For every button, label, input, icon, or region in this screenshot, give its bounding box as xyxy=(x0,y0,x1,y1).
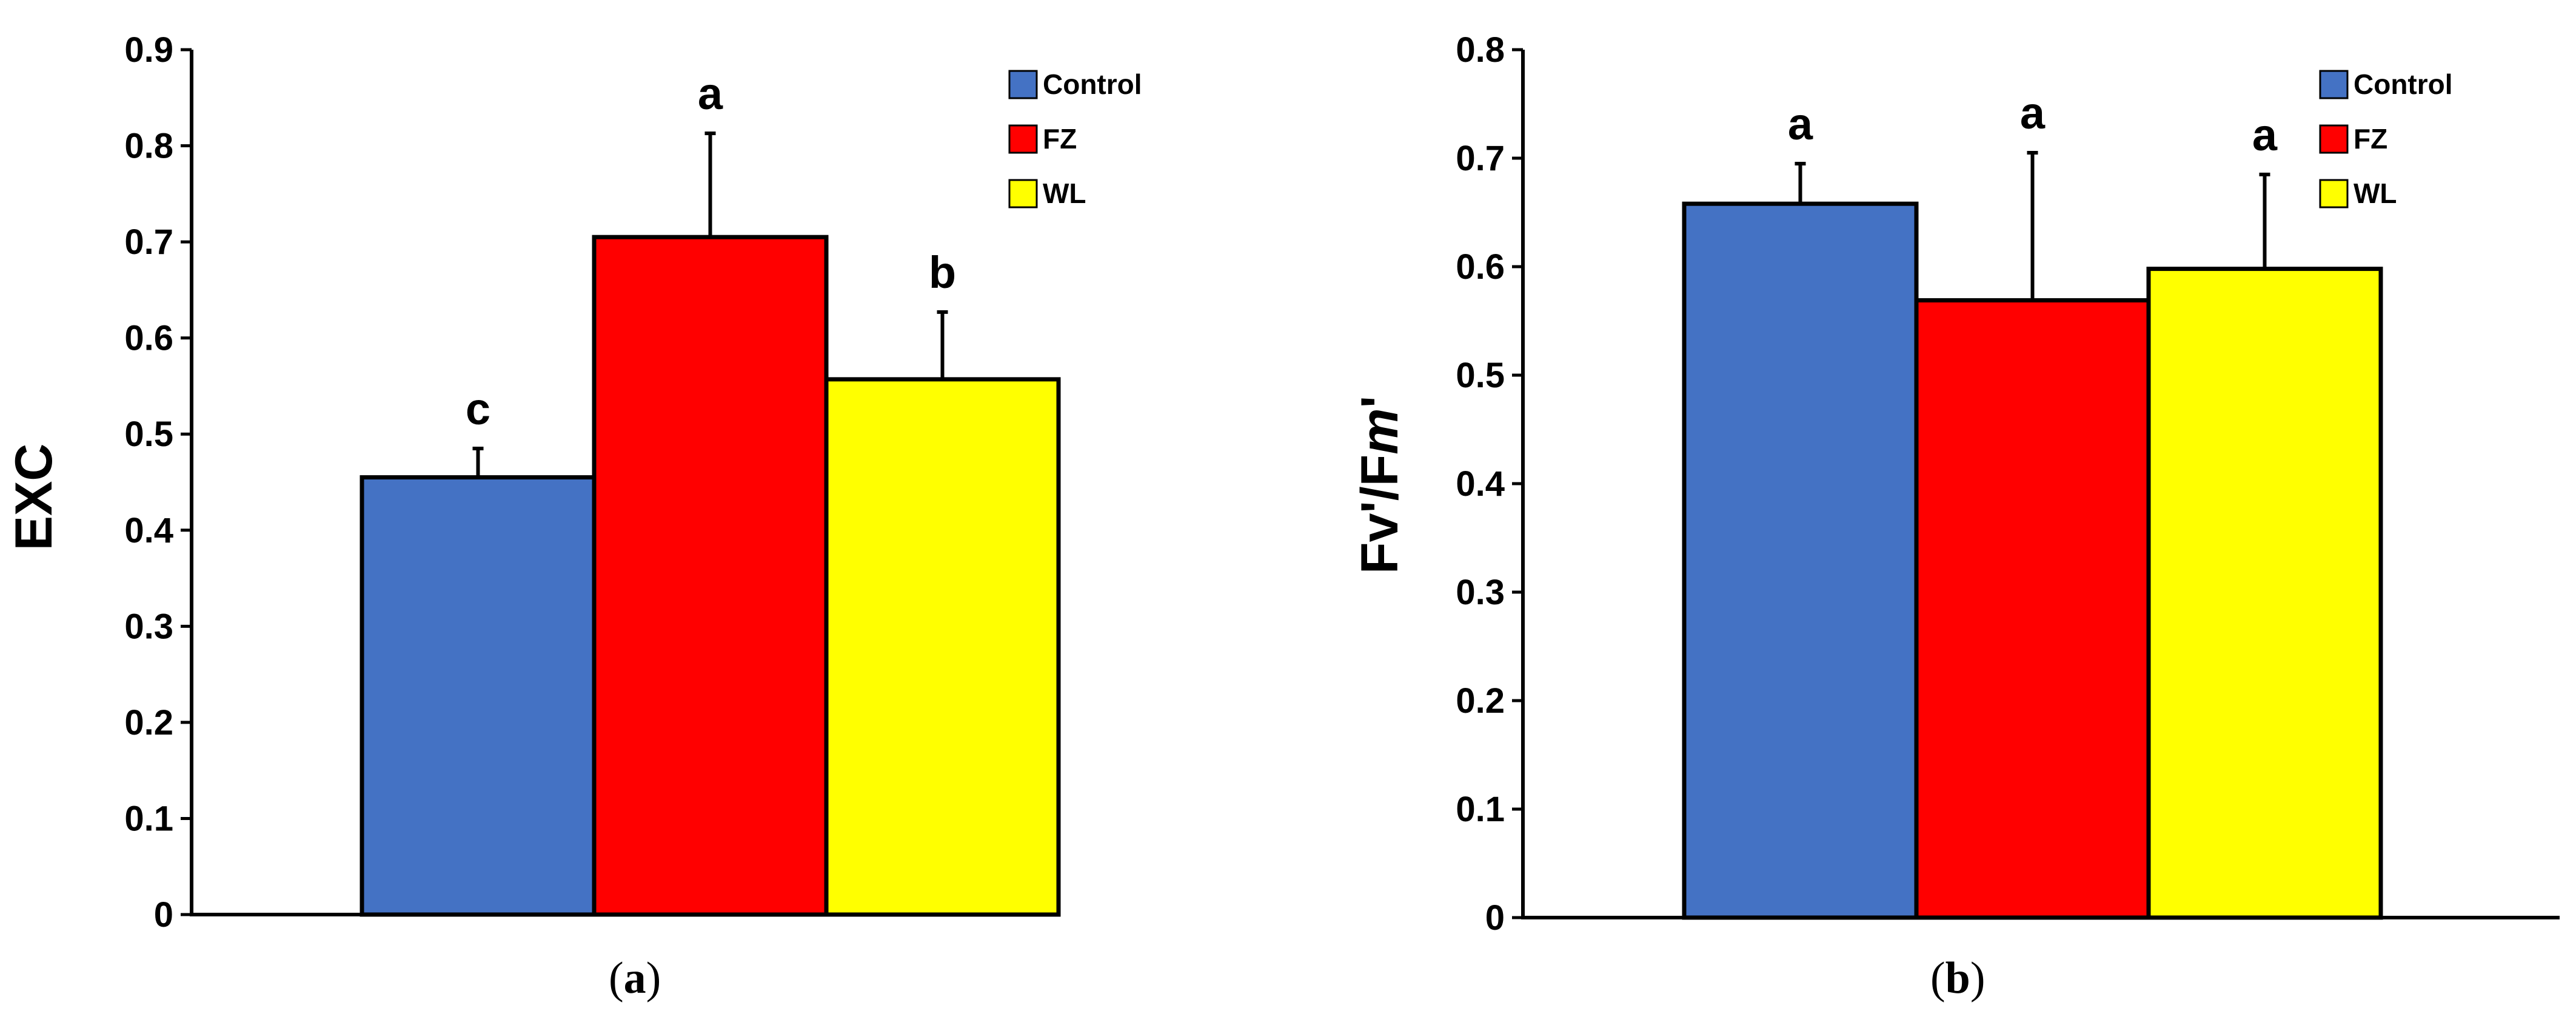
chart-a-ytick-label: 0.7 xyxy=(124,222,173,262)
chart-b-significance-control: a xyxy=(1788,99,1813,149)
chart-b-ytick-label: 0.7 xyxy=(1456,139,1505,178)
chart-b-y-axis-label-part: ' xyxy=(1351,396,1409,408)
panel-label-b-letter: b xyxy=(1945,953,1970,1003)
chart-b-ytick-label: 0.4 xyxy=(1456,464,1505,504)
chart-a-ytick-label: 0.1 xyxy=(124,799,173,838)
chart-b-ytick-label: 0.5 xyxy=(1456,356,1505,395)
chart-a-ytick-label: 0 xyxy=(154,895,173,935)
chart-a-ytick-label: 0.6 xyxy=(124,319,173,358)
chart-b-ytick-label: 0.3 xyxy=(1456,573,1505,612)
chart-a-ytick-label: 0.5 xyxy=(124,415,173,454)
chart-panel-a: 0 0.1 0.2 0.3 0.4 0.5 0.6 0.7 0.8 0.9 c a b EXC Contro… xyxy=(5,30,1142,935)
chart-b-legend-label-fz: FZ xyxy=(2354,123,2387,155)
chart-b-significance-wl: a xyxy=(2252,110,2278,160)
chart-b-y-axis-label: Fv'/Fm' xyxy=(1351,396,1409,574)
chart-a-ytick-label: 0.9 xyxy=(124,30,173,70)
panel-label-a-letter: a xyxy=(623,953,646,1003)
chart-a-legend-label-control: Control xyxy=(1043,68,1142,100)
chart-a-ytick-label: 0.8 xyxy=(124,127,173,166)
chart-b-bar-wl xyxy=(2146,267,2383,920)
chart-b-y-axis-label-part: '/F xyxy=(1351,455,1409,513)
chart-a-significance-fz: a xyxy=(698,68,723,119)
chart-b-legend-label-wl: WL xyxy=(2354,178,2397,209)
chart-a-legend-label-wl: WL xyxy=(1043,178,1086,209)
chart-b-legend-swatch-control xyxy=(2319,70,2349,99)
chart-a-bar-control xyxy=(360,475,597,917)
chart-a-y-axis-label: EXC xyxy=(5,444,63,551)
chart-b-ytick-label: 0.1 xyxy=(1456,790,1505,829)
chart-a-ytick-label: 0.2 xyxy=(124,703,173,742)
chart-a-legend-label-fz: FZ xyxy=(1043,123,1077,155)
chart-a-legend-swatch-wl xyxy=(1008,179,1038,208)
chart-a-ytick-label: 0.3 xyxy=(124,607,173,646)
chart-b-ytick-label: 0.6 xyxy=(1456,247,1505,287)
chart-a-bar-wl xyxy=(824,377,1061,917)
chart-b-significance-fz: a xyxy=(2020,88,2046,138)
chart-b-y-axis-label-part: Fv xyxy=(1351,513,1409,575)
panel-label-a: (a) xyxy=(609,953,661,1003)
chart-b-legend-swatch-fz xyxy=(2319,124,2349,154)
chart-a-bar-fz xyxy=(592,235,829,917)
chart-b-bar-control xyxy=(1682,201,1919,920)
chart-b-bar-fz xyxy=(1914,298,2151,920)
chart-a-ytick-label: 0.4 xyxy=(124,511,173,550)
panel-label-b: (b) xyxy=(1930,953,1986,1003)
chart-b-ytick-label: 0.8 xyxy=(1456,30,1505,70)
chart-panel-b: 0 0.1 0.2 0.3 0.4 0.5 0.6 0.7 0.8 a a a Fv'/Fm' Contr… xyxy=(1351,30,2560,938)
chart-b-legend-label-control: Control xyxy=(2354,68,2453,100)
chart-a-significance-wl: b xyxy=(929,247,956,298)
chart-a-legend-swatch-control xyxy=(1008,70,1038,99)
chart-b-y-axis-label-part: m xyxy=(1351,408,1409,454)
chart-b-ytick-label: 0 xyxy=(1485,898,1505,938)
chart-a-legend-swatch-fz xyxy=(1008,124,1038,154)
chart-b-legend-swatch-wl xyxy=(2319,179,2349,208)
chart-a-significance-control: c xyxy=(466,384,490,434)
chart-b-ytick-label: 0.2 xyxy=(1456,681,1505,721)
